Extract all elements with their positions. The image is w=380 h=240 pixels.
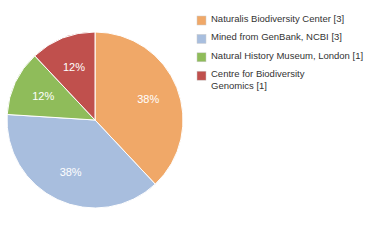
chart: 38% 38% 12% 12% Naturalis Biodiversity Cente…: [0, 0, 380, 240]
legend-label-line: Natural History Museum, London [1]: [211, 50, 363, 61]
legend-swatch: [197, 34, 206, 43]
legend-label: Naturalis Biodiversity Center [3]: [211, 13, 344, 24]
data-label: 38%: [60, 166, 82, 178]
data-label: 12%: [63, 61, 85, 73]
legend-label: Centre for BiodiversityGenomics [1]: [211, 68, 305, 90]
legend-swatch: [197, 71, 206, 80]
legend-label-line: Mined from GenBank, NCBI [3]: [211, 31, 342, 42]
legend-label-line: Centre for Biodiversity: [211, 68, 305, 79]
legend: Naturalis Biodiversity Center [3] Mined f…: [197, 13, 363, 91]
legend-label-line: Naturalis Biodiversity Center [3]: [211, 13, 344, 24]
legend-label: Mined from GenBank, NCBI [3]: [211, 31, 342, 42]
legend-swatch: [197, 53, 206, 62]
data-label: 38%: [137, 93, 159, 105]
pie-slice: [35, 32, 95, 120]
pie-slice: [7, 114, 155, 208]
legend-swatch: [197, 16, 206, 25]
legend-label: Natural History Museum, London [1]: [211, 50, 363, 61]
data-labels: 38% 38% 12% 12%: [32, 61, 159, 178]
pie: [7, 32, 183, 208]
legend-label-line: Genomics [1]: [211, 80, 267, 91]
data-label: 12%: [32, 90, 54, 102]
